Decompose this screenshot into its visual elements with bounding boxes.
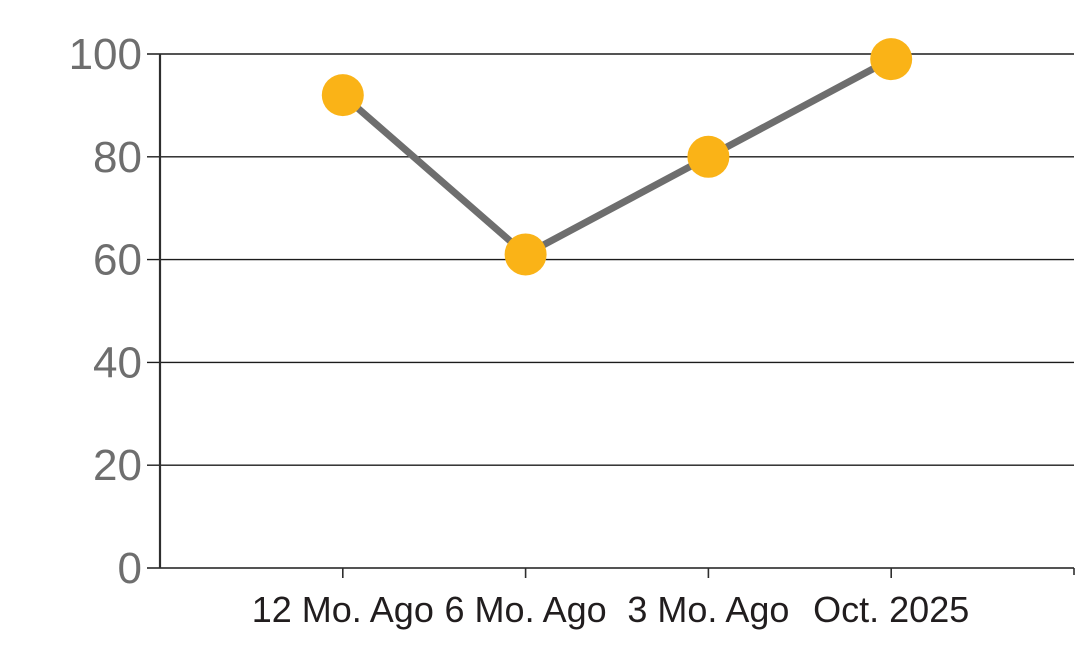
data-point-marker	[870, 38, 913, 81]
y-axis-tick-label: 20	[93, 441, 142, 490]
y-axis-tick-label: 100	[69, 30, 142, 79]
x-axis-category-label: 6 Mo. Ago	[445, 589, 607, 630]
y-axis-tick-label: 40	[93, 338, 142, 387]
data-line	[340, 56, 893, 259]
y-axis-tick-label: 60	[93, 236, 142, 285]
data-point-marker	[504, 233, 547, 276]
x-axis-category-label: Oct. 2025	[813, 589, 969, 630]
x-axis-category-label: 12 Mo. Ago	[252, 589, 434, 630]
y-axis-tick-label: 0	[118, 544, 142, 593]
y-axis-tick-label: 80	[93, 133, 142, 182]
data-point-marker	[687, 135, 730, 178]
x-axis-category-label: 3 Mo. Ago	[627, 589, 789, 630]
data-point-marker	[321, 74, 364, 117]
